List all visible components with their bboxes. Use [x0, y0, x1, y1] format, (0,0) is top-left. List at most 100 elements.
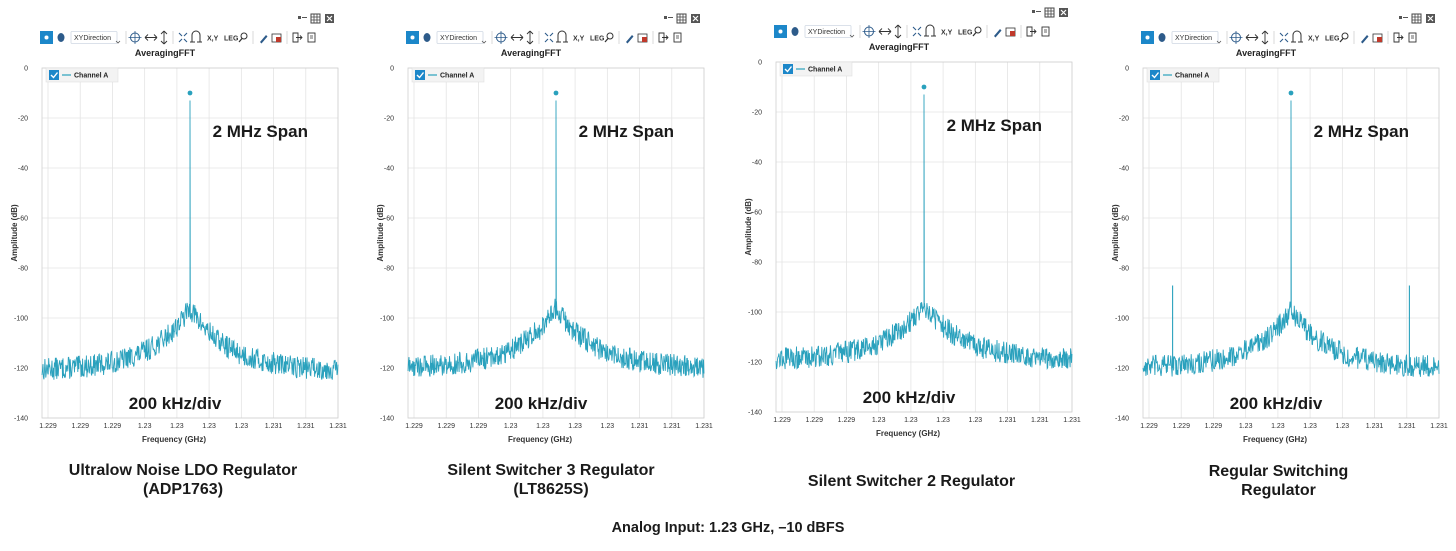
carrier-peak-marker[interactable] [921, 84, 927, 90]
export-icon[interactable] [658, 32, 669, 43]
x-tick-label: 1.231 [265, 423, 283, 430]
fill-icon[interactable] [271, 33, 282, 43]
fit-icon[interactable] [1279, 32, 1289, 43]
legend-checkbox[interactable] [783, 64, 793, 74]
pen-icon[interactable] [626, 35, 634, 44]
xy-button[interactable]: X,Y [207, 36, 219, 43]
legend-icon[interactable] [1399, 16, 1408, 19]
direction-select[interactable]: XYDirection [70, 31, 121, 44]
fit-icon-arrows [178, 32, 188, 43]
pan-horizontal-arrows [1245, 34, 1259, 41]
copy-icon[interactable] [307, 32, 316, 43]
export-icon[interactable] [292, 32, 303, 43]
legend-icon[interactable] [298, 16, 307, 19]
legend-checkbox[interactable] [1150, 70, 1160, 80]
fill-icon[interactable] [637, 33, 648, 43]
settings-icon[interactable] [325, 14, 334, 23]
zoom-icon[interactable] [604, 32, 614, 43]
x-axis-title: Frequency (GHz) [876, 429, 940, 438]
crosshair-icon[interactable] [128, 31, 142, 44]
fill-icon[interactable] [1372, 33, 1383, 43]
x-axis-title: Frequency (GHz) [1243, 435, 1307, 444]
xy-button[interactable]: X,Y [1308, 36, 1320, 43]
settings-icon[interactable] [1426, 14, 1435, 23]
settings-icon[interactable] [1059, 8, 1068, 17]
pan-horizontal-icon[interactable] [510, 34, 524, 41]
pointer-icon[interactable] [406, 31, 419, 44]
magnet-icon[interactable] [924, 24, 936, 37]
export-icon[interactable] [1026, 26, 1037, 37]
magnet-icon[interactable] [190, 30, 202, 43]
direction-select[interactable]: XYDirection [436, 31, 487, 44]
crosshair-icon[interactable] [494, 31, 508, 44]
fit-icon[interactable] [178, 32, 188, 43]
hand-icon[interactable] [57, 33, 65, 42]
direction-select[interactable]: XYDirection [804, 25, 855, 38]
magnet-icon[interactable] [556, 30, 568, 43]
grid-icon[interactable] [676, 13, 687, 24]
hand-icon-shape [791, 27, 799, 36]
pointer-icon[interactable] [774, 25, 787, 38]
crosshair-icon[interactable] [862, 25, 876, 38]
zoom-icon[interactable] [972, 26, 982, 37]
settings-icon[interactable] [691, 14, 700, 23]
pan-horizontal-icon[interactable] [878, 28, 892, 35]
pan-vertical-icon[interactable] [894, 24, 902, 39]
y-tick-label: -20 [384, 116, 394, 123]
direction-select[interactable]: XYDirection [1171, 31, 1222, 44]
zoom-icon[interactable] [238, 32, 248, 43]
pointer-icon[interactable] [1141, 31, 1154, 44]
pointer-icon[interactable] [40, 31, 53, 44]
legend-checkbox[interactable] [415, 70, 425, 80]
pan-vertical-icon[interactable] [526, 30, 534, 45]
fit-icon[interactable] [912, 26, 922, 37]
caption-line: Ultralow Noise LDO Regulator [68, 462, 298, 479]
legend-checkbox[interactable] [49, 70, 59, 80]
hand-icon[interactable] [423, 33, 431, 42]
hand-icon[interactable] [791, 27, 799, 36]
x-tick-label: 1.23 [504, 423, 518, 430]
fill-icon[interactable] [1005, 27, 1016, 37]
pan-vertical-icon[interactable] [160, 30, 168, 45]
grid-icon[interactable] [1411, 13, 1422, 24]
hand-icon[interactable] [1158, 33, 1166, 42]
copy-icon[interactable] [1041, 26, 1050, 37]
pen-icon[interactable] [994, 29, 1002, 38]
chart-group: XYDirection X,Y LEG AveragingFFT 0 -20 -40 -60 -… [744, 7, 1081, 438]
fit-icon[interactable] [544, 32, 554, 43]
leg-button[interactable]: LEG [590, 36, 605, 43]
x-tick-label: 1.231 [329, 423, 347, 430]
y-axis-title: Amplitude (dB) [10, 204, 19, 262]
checkbox-fill [1150, 70, 1160, 80]
carrier-peak-marker[interactable] [553, 90, 559, 96]
x-tick-label: 1.23 [536, 423, 550, 430]
grid-icon[interactable] [310, 13, 321, 24]
pen-icon[interactable] [1361, 35, 1369, 44]
pan-horizontal-icon[interactable] [144, 34, 158, 41]
chart-title: AveragingFFT [135, 48, 196, 58]
xy-button[interactable]: X,Y [941, 30, 953, 37]
legend-icon[interactable] [664, 16, 673, 19]
export-icon[interactable] [1393, 32, 1404, 43]
leg-button[interactable]: LEG [958, 30, 973, 37]
grid-icon[interactable] [1044, 7, 1055, 18]
leg-button[interactable]: LEG [1325, 36, 1340, 43]
crosshair-icon[interactable] [1229, 31, 1243, 44]
chevron-down-icon [115, 40, 121, 44]
copy-icon[interactable] [673, 32, 682, 43]
leg-button[interactable]: LEG [224, 36, 239, 43]
pan-vertical-icon[interactable] [1261, 30, 1269, 45]
zoom-icon[interactable] [1339, 32, 1349, 43]
legend-icon[interactable] [1032, 10, 1041, 13]
carrier-peak-marker[interactable] [1288, 90, 1294, 96]
fft-chart: XYDirection X,Y LEG AveragingFFT 0 -20 -40 -60 -… [744, 7, 1081, 438]
pen-icon[interactable] [260, 35, 268, 44]
copy-icon[interactable] [1408, 32, 1417, 43]
legend: Channel A [1146, 67, 1220, 83]
span-annotation: 2 MHz Span [947, 116, 1042, 135]
pan-horizontal-icon[interactable] [1245, 34, 1259, 41]
magnet-icon[interactable] [1291, 30, 1303, 43]
carrier-peak-marker[interactable] [187, 90, 193, 96]
regulator-caption: Ultralow Noise LDO Regulator (ADP1763) [0, 461, 366, 499]
xy-button[interactable]: X,Y [573, 36, 585, 43]
